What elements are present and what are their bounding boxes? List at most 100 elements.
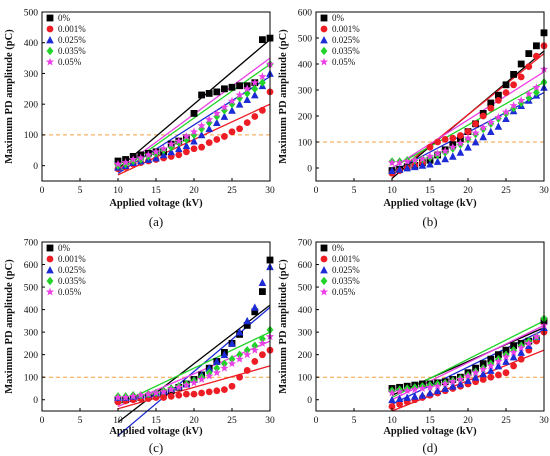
legend: 0%0.001%0.025%0.035%0.05% xyxy=(45,243,86,297)
data-point xyxy=(510,81,517,89)
data-point xyxy=(471,128,480,137)
legend-label: 0.025% xyxy=(332,265,360,275)
data-point xyxy=(449,134,457,142)
data-point xyxy=(220,363,229,372)
x-tick-label: 5 xyxy=(78,186,83,196)
data-point xyxy=(113,159,123,168)
data-point xyxy=(418,161,427,169)
data-point xyxy=(213,118,221,127)
data-point xyxy=(487,355,495,363)
data-point xyxy=(449,382,457,390)
y-tick-label: 400 xyxy=(298,60,313,70)
data-point xyxy=(258,278,267,286)
data-point xyxy=(167,385,176,394)
data-point xyxy=(472,120,479,128)
data-point xyxy=(243,350,252,359)
y-tick-label: 300 xyxy=(24,328,39,338)
data-point xyxy=(129,155,138,163)
data-point xyxy=(517,348,525,356)
legend-label: 0% xyxy=(332,13,345,23)
data-point xyxy=(525,50,533,57)
data-point xyxy=(494,357,503,365)
data-point xyxy=(434,138,441,146)
data-point xyxy=(395,394,404,403)
legend-label: 0.025% xyxy=(58,265,86,275)
data-point xyxy=(251,308,259,316)
data-point xyxy=(227,96,237,105)
x-axis-label: Applied voltage (kV) xyxy=(383,426,477,437)
legend-label: 0.05% xyxy=(332,57,356,67)
data-point xyxy=(479,112,487,120)
x-tick-label: 25 xyxy=(501,416,511,426)
data-point xyxy=(121,393,130,401)
data-point xyxy=(426,143,434,151)
data-point xyxy=(494,361,503,370)
legend-marker xyxy=(45,57,55,66)
y-axis-label: Maximum PD amplitude (pC) xyxy=(278,29,289,164)
data-point xyxy=(387,388,397,397)
data-point xyxy=(198,389,206,397)
data-point xyxy=(441,384,449,392)
data-point xyxy=(251,90,259,99)
data-point xyxy=(236,125,244,133)
y-tick-label: 700 xyxy=(298,238,313,248)
data-point xyxy=(190,145,198,153)
data-point xyxy=(410,155,419,164)
x-tick-label: 5 xyxy=(352,186,357,196)
data-point xyxy=(228,339,236,347)
data-point xyxy=(487,99,495,107)
data-point xyxy=(418,384,427,392)
data-point xyxy=(395,158,404,167)
y-tick-label: 200 xyxy=(298,351,313,361)
data-point xyxy=(418,154,427,163)
data-point xyxy=(213,363,221,373)
legend-label: 0.035% xyxy=(332,276,360,286)
x-tick-label: 0 xyxy=(314,416,319,426)
data-point xyxy=(502,357,510,365)
data-point xyxy=(479,360,487,368)
data-point xyxy=(509,348,518,356)
data-point xyxy=(426,160,434,168)
data-point xyxy=(228,106,236,114)
x-tick-label: 25 xyxy=(501,186,511,196)
y-axis-label: Maximum PD amplitude (pC) xyxy=(4,259,15,394)
data-point xyxy=(517,355,525,363)
legend-label: 0.05% xyxy=(332,287,356,297)
data-point xyxy=(486,118,495,126)
data-point xyxy=(159,387,168,396)
data-point xyxy=(183,390,190,398)
data-point xyxy=(410,385,419,394)
data-point xyxy=(183,148,190,156)
legend-label: 0.001% xyxy=(58,24,86,34)
panel-caption: (c) xyxy=(149,440,163,455)
chart-panel-3: 0 5 10 15 20 25 300100200300400500600700Applie… xyxy=(278,238,549,455)
x-tick-label: 30 xyxy=(265,186,275,196)
legend-marker xyxy=(46,36,54,44)
data-point xyxy=(479,123,488,132)
legend: 0%0.001%0.025%0.035%0.05% xyxy=(319,243,360,297)
legend-marker xyxy=(320,36,328,44)
data-point xyxy=(243,321,251,329)
data-point xyxy=(212,368,221,377)
data-point xyxy=(441,136,449,143)
legend-marker xyxy=(320,255,328,263)
x-axis-label: Applied voltage (kV) xyxy=(109,426,203,437)
y-axis-label: Maximum PD amplitude (pC) xyxy=(4,29,15,164)
data-point xyxy=(441,379,450,388)
y-tick-label: 300 xyxy=(298,86,313,96)
data-point xyxy=(259,351,266,359)
y-tick-label: 500 xyxy=(298,283,313,293)
data-point xyxy=(433,157,442,165)
data-point xyxy=(251,358,259,365)
data-point xyxy=(448,377,457,386)
data-point xyxy=(167,392,175,400)
y-tick-label: 200 xyxy=(24,100,39,110)
data-point xyxy=(456,139,465,147)
data-point xyxy=(243,84,252,93)
x-tick-label: 20 xyxy=(189,186,199,196)
data-point xyxy=(433,381,442,390)
legend-label: 0.025% xyxy=(332,35,360,45)
data-point xyxy=(464,143,472,151)
